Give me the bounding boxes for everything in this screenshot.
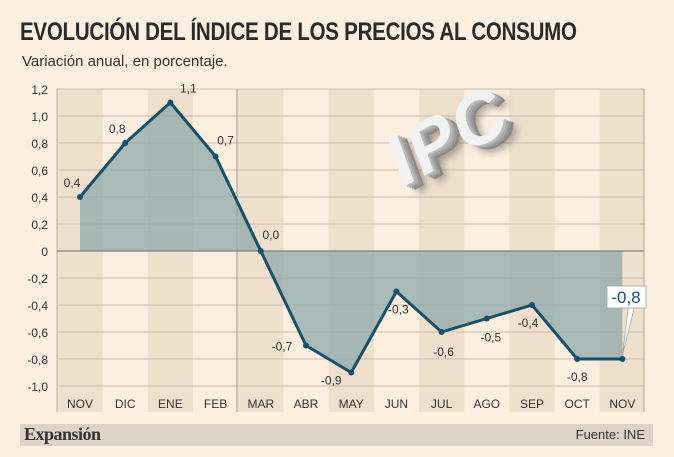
callout-label: -0,8 [611,288,640,307]
y-tick-label: 0,4 [31,191,48,205]
data-label: -0,4 [518,316,539,330]
data-point [77,194,83,200]
y-tick-label: 1,2 [31,83,48,97]
data-label: -0,8 [567,370,588,384]
x-tick-label: ENE [158,397,183,411]
data-point [257,248,264,254]
data-point [393,288,400,295]
data-label: -0,5 [480,331,501,345]
data-label: 0,7 [217,134,234,148]
y-tick-label: -0,2 [27,272,48,286]
data-label: -0,3 [388,303,409,317]
x-tick-label: JUL [431,397,453,411]
callout-box [606,285,647,309]
y-tick-label: -0,4 [27,299,48,313]
data-label: 0,4 [64,176,81,190]
y-tick-label: 0 [41,245,48,259]
data-point [619,356,626,362]
y-tick-label: 1,0 [31,110,48,124]
data-point [348,369,355,376]
x-tick-label: NOV [67,397,93,411]
x-tick-label: ABR [294,397,319,411]
y-tick-label: -1,0 [27,380,48,394]
data-label: -0,6 [433,345,454,359]
chart-subtitle: Variación anual, en porcentaje. [22,53,228,70]
y-tick-label: 0,6 [31,164,48,178]
data-label: -0,9 [321,374,342,388]
data-point [574,356,581,362]
x-tick-label: JUN [385,397,408,411]
y-tick-label: -0,6 [27,326,48,340]
y-tick-label: 0,8 [31,137,48,151]
chart-title: EVOLUCIÓN DEL ÍNDICE DE LOS PRECIOS AL C… [20,18,577,46]
footer-bar: Expansión Fuente: INE [20,424,653,446]
x-tick-label: MAR [247,397,274,411]
data-point [483,315,490,322]
x-tick-label: SEP [520,397,544,411]
x-tick-label: FEB [204,397,227,411]
data-label: 0,0 [262,228,279,242]
y-tick-label: 0,2 [31,218,48,232]
data-label: 1,1 [180,82,197,96]
data-label: -0,7 [272,340,293,354]
x-tick-label: NOV [609,397,635,411]
brand-logo: Expansión [24,424,101,444]
data-point [529,302,535,308]
x-tick-label: OCT [565,397,591,411]
data-label: 0,8 [109,122,126,136]
y-tick-label: -0,8 [27,353,48,367]
data-point [303,342,309,349]
data-point [212,153,219,160]
data-point [167,99,174,106]
x-tick-label: AGO [473,397,500,411]
area-fill [80,102,623,373]
callout-pointer [622,306,635,356]
x-tick-label: DIC [115,397,136,411]
data-point [122,140,129,146]
x-tick-label: MAY [339,397,364,411]
source-note: Fuente: INE [575,427,645,442]
data-point [438,329,445,335]
